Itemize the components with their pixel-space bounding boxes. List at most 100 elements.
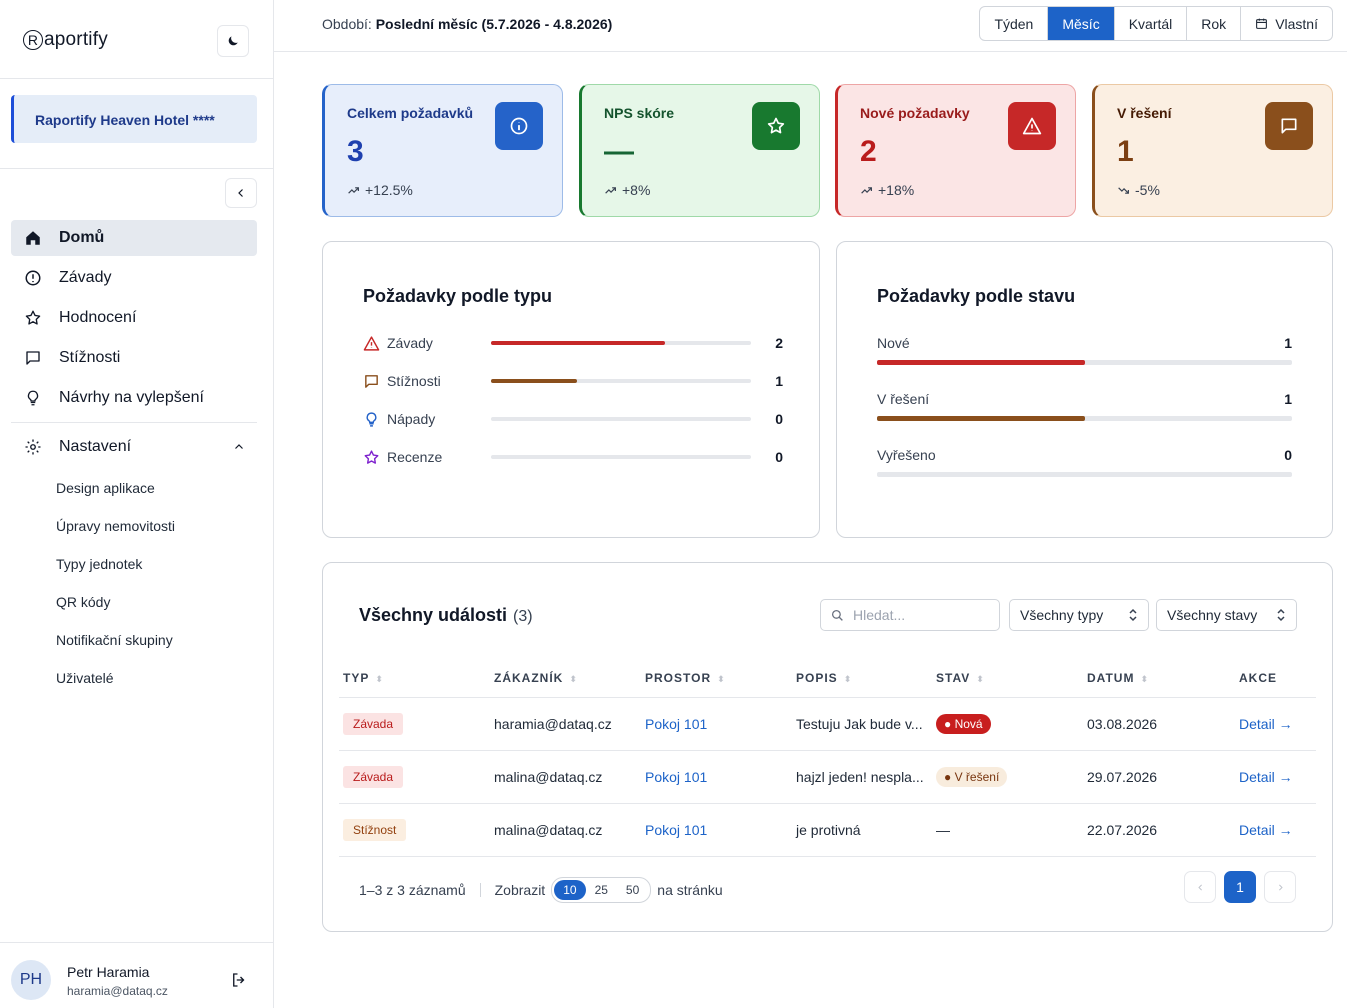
property-selector[interactable]: Raportify Heaven Hotel ****	[11, 95, 257, 143]
search-input[interactable]: Hledat...	[820, 599, 1000, 631]
moon-icon	[228, 36, 238, 46]
chevron-updown-icon	[1277, 608, 1285, 622]
kpi-in-progress[interactable]: V řešení 1 -5%	[1092, 84, 1333, 217]
nav-label: Hodnocení	[59, 309, 137, 326]
search-icon	[831, 609, 843, 621]
settings-item-users[interactable]: Uživatelé	[56, 670, 114, 686]
space-link[interactable]: Pokoj 101	[645, 768, 708, 785]
main-nav: Domů Závady Hodnocení Stížnosti Návrhy n…	[11, 220, 257, 697]
page-size-10[interactable]: 10	[554, 880, 586, 900]
date-cell: 29.07.2026	[1083, 750, 1235, 804]
nav-item-home[interactable]: Domů	[11, 220, 257, 256]
kpi-value: 1	[1117, 135, 1134, 168]
detail-link[interactable]: Detail →	[1239, 768, 1293, 785]
settings-item-notification-groups[interactable]: Notifikační skupiny	[56, 632, 173, 648]
calendar-icon	[1256, 18, 1268, 29]
status-row-count: 1	[1284, 335, 1292, 351]
per-page-label: na stránku	[657, 882, 723, 898]
status-row-label: V řešení	[877, 391, 930, 407]
type-row-fill	[491, 341, 666, 345]
column-header-customer[interactable]: ZÁKAZNÍK ⬍	[490, 659, 641, 698]
nav-item-settings[interactable]: Nastavení	[11, 429, 257, 465]
status-row-resolved[interactable]: Vyřešeno 0	[877, 447, 1292, 477]
space-link[interactable]: Pokoj 101	[645, 715, 708, 732]
kpi-trend-value: -5%	[1135, 182, 1160, 198]
settings-item-qr-codes[interactable]: QR kódy	[56, 594, 111, 610]
kpi-value: 3	[347, 135, 364, 168]
type-row-label: Recenze	[387, 449, 443, 465]
logo-text: aportify	[44, 29, 108, 50]
table-header-row: TYP ⬍ ZÁKAZNÍK ⬍ PROSTOR ⬍ POPIS ⬍ STAV ⬍ DAT…	[339, 659, 1316, 698]
theme-toggle-button[interactable]	[217, 25, 249, 57]
table-row[interactable]: Závada malina@dataq.cz Pokoj 101 hajzl j…	[339, 750, 1316, 804]
type-row-defects[interactable]: Závady 2	[363, 332, 783, 354]
type-row-label: Nápady	[387, 411, 436, 427]
description-cell: Testuju Jak bude v...	[792, 697, 932, 751]
column-header-space[interactable]: PROSTOR ⬍	[641, 659, 792, 698]
range-month-button[interactable]: Měsíc	[1047, 7, 1114, 40]
page-size-25[interactable]: 25	[594, 883, 608, 897]
status-row-in-progress[interactable]: V řešení 1	[877, 391, 1292, 421]
nav-item-defects[interactable]: Závady	[11, 260, 257, 296]
column-header-status[interactable]: STAV ⬍	[932, 659, 1083, 698]
detail-link[interactable]: Detail →	[1239, 715, 1293, 732]
column-header-description[interactable]: POPIS ⬍	[792, 659, 932, 698]
avatar[interactable]: PH	[11, 960, 51, 1000]
type-row-bar	[491, 341, 751, 345]
user-email: haramia@dataq.cz	[67, 984, 168, 998]
settings-item-design[interactable]: Design aplikace	[56, 480, 155, 496]
logo-mark: R	[23, 30, 43, 50]
alert-circle-icon	[23, 268, 43, 288]
status-filter-select[interactable]: Všechny stavy	[1156, 599, 1297, 631]
page-size-50[interactable]: 50	[625, 883, 640, 897]
date-cell: 22.07.2026	[1083, 803, 1235, 857]
kpi-trend-value: +12.5%	[365, 182, 413, 198]
settings-item-property[interactable]: Úpravy nemovitosti	[56, 518, 176, 534]
page-button[interactable]: 1	[1224, 871, 1256, 903]
pagination: 1	[1184, 871, 1296, 903]
type-row-reviews[interactable]: Recenze 0	[363, 446, 783, 468]
nav-item-suggestions[interactable]: Návrhy na vylepšení	[11, 380, 257, 416]
events-count: (3)	[513, 608, 533, 625]
next-page-button[interactable]	[1264, 871, 1296, 903]
type-filter-select[interactable]: Všechny typy	[1009, 599, 1149, 631]
type-row-complaints[interactable]: Stížnosti 1	[363, 370, 783, 392]
kpi-label: V řešení	[1117, 105, 1172, 121]
nav-item-complaints[interactable]: Stížnosti	[11, 340, 257, 376]
range-custom-button[interactable]: Vlastní	[1240, 7, 1332, 40]
kpi-total-requests[interactable]: Celkem požadavků 3 +12.5%	[322, 84, 563, 217]
status-row-label: Nové	[877, 335, 910, 351]
column-header-type[interactable]: TYP ⬍	[339, 659, 490, 698]
range-week-button[interactable]: Týden	[994, 15, 1034, 32]
prev-page-button[interactable]	[1184, 871, 1216, 903]
status-row-bar	[877, 360, 1292, 365]
type-row-count: 0	[775, 449, 783, 465]
collapse-sidebar-button[interactable]	[225, 178, 257, 208]
logout-button[interactable]	[230, 971, 248, 994]
table-row[interactable]: Stížnost malina@dataq.cz Pokoj 101 je pr…	[339, 803, 1316, 857]
column-header-date[interactable]: DATUM ⬍	[1083, 659, 1235, 698]
nav-label: Domů	[59, 229, 105, 246]
status-badge: ● Nová	[936, 713, 991, 734]
column-header-action: AKCE	[1235, 659, 1316, 698]
lightbulb-icon	[23, 388, 43, 408]
footer-divider	[479, 883, 481, 897]
type-row-ideas[interactable]: Nápady 0	[363, 408, 783, 430]
status-row-count: 0	[1284, 447, 1292, 463]
period-display: Období: Poslední měsíc (5.7.2026 - 4.8.2…	[322, 16, 612, 32]
range-quarter-button[interactable]: Kvartál	[1113, 7, 1187, 40]
kpi-new-requests[interactable]: Nové požadavky 2 +18%	[835, 84, 1076, 217]
range-year-button[interactable]: Rok	[1186, 7, 1240, 40]
status-row-fill	[877, 416, 1085, 421]
kpi-nps-score[interactable]: NPS skóre — +8%	[579, 84, 820, 217]
chevron-left-icon	[1197, 884, 1202, 890]
detail-link[interactable]: Detail →	[1239, 821, 1293, 838]
trend-down-icon	[1118, 186, 1129, 194]
space-link[interactable]: Pokoj 101	[645, 821, 708, 838]
status-badge: ● V řešení	[936, 766, 1008, 787]
status-row-new[interactable]: Nové 1	[877, 335, 1292, 365]
nav-item-reviews[interactable]: Hodnocení	[11, 300, 257, 336]
settings-item-unit-types[interactable]: Typy jednotek	[56, 556, 143, 572]
table-row[interactable]: Závada haramia@dataq.cz Pokoj 101 Testuj…	[339, 697, 1316, 751]
